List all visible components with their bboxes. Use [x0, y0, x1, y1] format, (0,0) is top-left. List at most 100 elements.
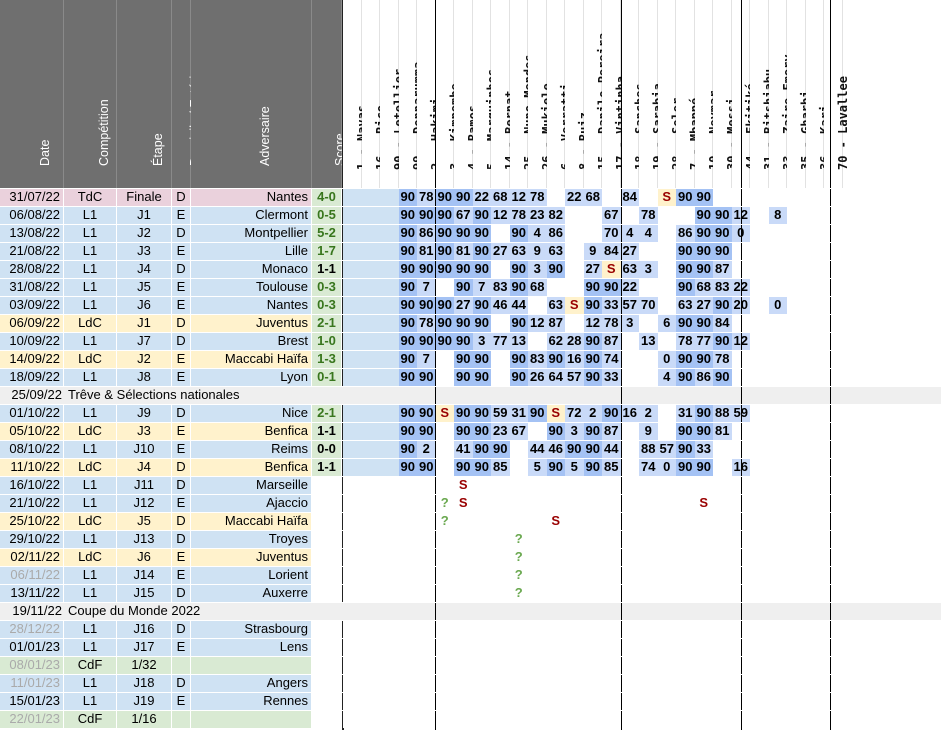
match-comp[interactable]: LdC	[64, 314, 117, 332]
player-stat[interactable]: 70	[602, 224, 621, 242]
player-stat[interactable]: 44	[528, 440, 547, 458]
player-stat[interactable]	[491, 494, 510, 512]
player-stat[interactable]	[750, 188, 769, 206]
player-stat[interactable]: 12	[731, 206, 750, 224]
player-stat[interactable]: 67	[602, 206, 621, 224]
player-stat[interactable]	[398, 476, 417, 494]
player-stat[interactable]	[380, 494, 399, 512]
player-stat[interactable]	[472, 566, 491, 584]
player-stat[interactable]	[472, 674, 491, 692]
player-stat[interactable]	[824, 314, 843, 332]
player-stat[interactable]	[565, 476, 584, 494]
player-stat[interactable]	[343, 206, 362, 224]
player-stat[interactable]	[583, 656, 602, 674]
player-stat[interactable]	[787, 692, 806, 710]
player-stat[interactable]: 90	[454, 332, 473, 350]
player-stat[interactable]	[583, 548, 602, 566]
player-stat[interactable]: 90	[417, 206, 436, 224]
player-stat[interactable]: 90	[398, 260, 417, 278]
player-stat[interactable]: 90	[472, 404, 491, 422]
player-stat[interactable]: 90	[472, 440, 491, 458]
player-stat[interactable]: 90	[398, 404, 417, 422]
player-stat[interactable]	[361, 422, 380, 440]
player-stat[interactable]	[435, 422, 454, 440]
match-stage[interactable]: J15	[117, 584, 172, 602]
player-stat[interactable]	[787, 332, 806, 350]
player-stat[interactable]: ?	[435, 494, 454, 512]
match-comp[interactable]: L1	[64, 692, 117, 710]
player-stat[interactable]: 12	[583, 314, 602, 332]
player-stat[interactable]	[343, 692, 362, 710]
player-stat[interactable]: 90	[565, 440, 584, 458]
match-opponent[interactable]: Lens	[191, 638, 312, 656]
match-venue[interactable]: E	[172, 494, 191, 512]
player-stat[interactable]	[417, 530, 436, 548]
player-stat[interactable]: 63	[546, 296, 565, 314]
player-stat[interactable]	[805, 548, 824, 566]
player-stat[interactable]	[768, 242, 787, 260]
player-stat[interactable]: ?	[435, 512, 454, 530]
match-opponent[interactable]: Toulouse	[191, 278, 312, 296]
player-stat[interactable]: 90	[472, 314, 491, 332]
player-stat[interactable]: 90	[454, 404, 473, 422]
player-stat[interactable]	[620, 494, 639, 512]
player-stat[interactable]	[565, 278, 584, 296]
player-stat[interactable]	[380, 296, 399, 314]
player-stat[interactable]: 12	[528, 314, 547, 332]
player-stat[interactable]: 3	[472, 332, 491, 350]
player-stat[interactable]: 90	[546, 260, 565, 278]
player-stat[interactable]	[546, 674, 565, 692]
player-stat[interactable]	[694, 710, 713, 728]
match-score[interactable]	[312, 674, 342, 692]
player-stat[interactable]	[731, 476, 750, 494]
player-stat[interactable]	[713, 620, 732, 638]
match-stage[interactable]: J5	[117, 278, 172, 296]
player-stat[interactable]	[750, 674, 769, 692]
player-stat[interactable]	[750, 368, 769, 386]
player-stat[interactable]	[787, 350, 806, 368]
match-comp[interactable]: L1	[64, 404, 117, 422]
player-stat[interactable]	[528, 638, 547, 656]
player-stat[interactable]: ?	[509, 530, 528, 548]
player-stat[interactable]: 90	[472, 368, 491, 386]
player-stat[interactable]: 90	[417, 404, 436, 422]
player-stat[interactable]: 90	[417, 332, 436, 350]
player-stat[interactable]: 33	[602, 296, 621, 314]
player-stat[interactable]	[824, 548, 843, 566]
match-comp[interactable]: LdC	[64, 350, 117, 368]
player-stat[interactable]	[398, 692, 417, 710]
player-stat[interactable]: 63	[546, 242, 565, 260]
player-header[interactable]: 33 - Zaire-Emery	[768, 0, 795, 188]
player-stat[interactable]: S	[694, 494, 713, 512]
player-stat[interactable]	[713, 440, 732, 458]
player-stat[interactable]: 3	[528, 260, 547, 278]
player-stat[interactable]	[583, 620, 602, 638]
player-stat[interactable]: 90	[694, 404, 713, 422]
match-stage[interactable]: J13	[117, 530, 172, 548]
player-stat[interactable]	[824, 692, 843, 710]
player-stat[interactable]	[472, 656, 491, 674]
player-stat[interactable]	[565, 314, 584, 332]
player-stat[interactable]: 90	[583, 296, 602, 314]
player-stat[interactable]: 90	[713, 206, 732, 224]
match-date[interactable]: 21/08/22	[0, 242, 64, 260]
player-stat[interactable]	[824, 440, 843, 458]
match-opponent[interactable]: Strasbourg	[191, 620, 312, 638]
player-stat[interactable]	[768, 314, 787, 332]
match-score[interactable]: 0-3	[312, 278, 342, 296]
player-stat[interactable]	[491, 584, 510, 602]
player-stat[interactable]	[380, 458, 399, 476]
player-stat[interactable]	[380, 620, 399, 638]
player-stat[interactable]	[435, 710, 454, 728]
player-stat[interactable]	[657, 692, 676, 710]
player-stat[interactable]: 90	[676, 188, 695, 206]
match-stage[interactable]: J14	[117, 566, 172, 584]
player-stat[interactable]	[528, 692, 547, 710]
player-stat[interactable]: 59	[491, 404, 510, 422]
player-stat[interactable]	[528, 584, 547, 602]
player-stat[interactable]	[380, 548, 399, 566]
player-stat[interactable]	[768, 530, 787, 548]
player-stat[interactable]	[380, 350, 399, 368]
player-stat[interactable]	[657, 296, 676, 314]
match-date[interactable]: 08/10/22	[0, 440, 64, 458]
